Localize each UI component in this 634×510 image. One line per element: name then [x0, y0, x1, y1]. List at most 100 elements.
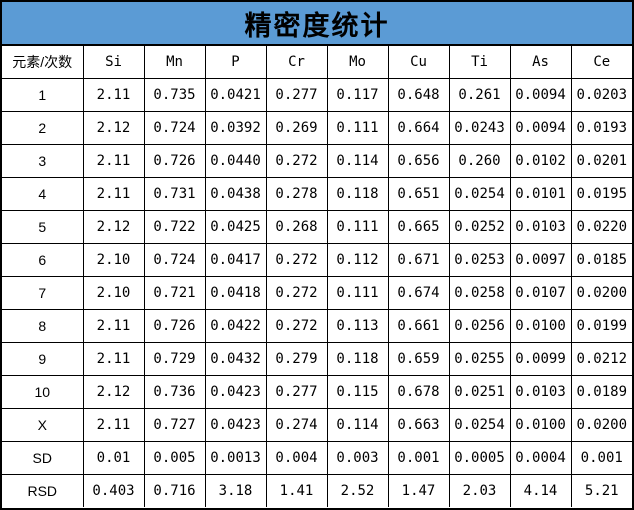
table-cell: 0.0101: [509, 177, 572, 211]
table-cell: 0.0100: [509, 309, 572, 343]
column-header: Cu: [387, 45, 450, 79]
table-cell: 0.0005: [448, 441, 511, 475]
table-cell: 0.724: [143, 111, 206, 145]
table-row: 3 2.11 0.726 0.0440 0.272 0.114 0.656 0.260 0.01…: [2, 144, 632, 178]
table-cell: 0.735: [143, 78, 206, 112]
table-cell: 0.671: [387, 243, 450, 277]
table-cell: 2.11: [82, 144, 145, 178]
table-cell: 0.651: [387, 177, 450, 211]
table-cell: 0.664: [387, 111, 450, 145]
table-cell: 0.0201: [570, 144, 632, 178]
table-row: 1 2.11 0.735 0.0421 0.277 0.117 0.648 0.261 0.00…: [2, 78, 632, 112]
table-cell: 0.279: [265, 342, 328, 376]
row-label: 2: [2, 111, 84, 145]
table-body: 1 2.11 0.735 0.0421 0.277 0.117 0.648 0.261 0.00…: [2, 78, 632, 507]
table-cell: 0.0254: [448, 177, 511, 211]
table-cell: 0.115: [326, 375, 389, 409]
table-cell: 0.118: [326, 177, 389, 211]
table-cell: 0.005: [143, 441, 206, 475]
table-cell: 2.10: [82, 243, 145, 277]
table-cell: 0.112: [326, 243, 389, 277]
data-grid: 元素/次数 Si Mn P Cr Mo Cu Ti As Ce 1 2.11 0.735 0.0421 0…: [2, 45, 632, 507]
table-cell: 0.731: [143, 177, 206, 211]
table-cell: 2.10: [82, 276, 145, 310]
table-cell: 0.0220: [570, 210, 632, 244]
row-label: RSD: [2, 474, 84, 507]
row-label: 8: [2, 309, 84, 343]
table-row: 8 2.11 0.726 0.0422 0.272 0.113 0.661 0.0256 0.0…: [2, 309, 632, 343]
table-cell: 0.663: [387, 408, 450, 442]
table-row: 10 2.12 0.736 0.0423 0.277 0.115 0.678 0.0251 0.…: [2, 375, 632, 409]
table-cell: 0.0423: [204, 408, 267, 442]
table-cell: 1.47: [387, 474, 450, 507]
table-cell: 0.665: [387, 210, 450, 244]
table-cell: 2.52: [326, 474, 389, 507]
table-cell: 5.21: [570, 474, 632, 507]
table-cell: 0.272: [265, 144, 328, 178]
table-cell: 0.0200: [570, 408, 632, 442]
row-label: X: [2, 408, 84, 442]
table-cell: 0.0189: [570, 375, 632, 409]
table-cell: 0.260: [448, 144, 511, 178]
row-label: SD: [2, 441, 84, 475]
table-cell: 0.277: [265, 375, 328, 409]
table-row: RSD 0.403 0.716 3.18 1.41 2.52 1.47 2.03 4.14 5.2…: [2, 474, 632, 507]
table-cell: 0.0253: [448, 243, 511, 277]
column-header: Mo: [326, 45, 389, 79]
table-cell: 0.272: [265, 276, 328, 310]
table-cell: 0.118: [326, 342, 389, 376]
table-cell: 0.721: [143, 276, 206, 310]
column-header: As: [509, 45, 572, 79]
table-cell: 0.661: [387, 309, 450, 343]
table-cell: 0.656: [387, 144, 450, 178]
table-cell: 0.0004: [509, 441, 572, 475]
table-cell: 3.18: [204, 474, 267, 507]
column-header: Ti: [448, 45, 511, 79]
table-cell: 0.716: [143, 474, 206, 507]
row-label: 6: [2, 243, 84, 277]
table-cell: 0.113: [326, 309, 389, 343]
table-cell: 0.111: [326, 210, 389, 244]
table-cell: 0.269: [265, 111, 328, 145]
table-cell: 0.0193: [570, 111, 632, 145]
table-cell: 0.261: [448, 78, 511, 112]
table-row: 9 2.11 0.729 0.0432 0.279 0.118 0.659 0.0255 0.0…: [2, 342, 632, 376]
table-cell: 2.12: [82, 375, 145, 409]
table-cell: 0.0199: [570, 309, 632, 343]
table-cell: 0.0418: [204, 276, 267, 310]
table-cell: 0.0185: [570, 243, 632, 277]
table-cell: 2.12: [82, 210, 145, 244]
table-cell: 0.0256: [448, 309, 511, 343]
column-header: Mn: [143, 45, 206, 79]
table-cell: 0.0212: [570, 342, 632, 376]
table-cell: 0.0013: [204, 441, 267, 475]
table-cell: 0.0102: [509, 144, 572, 178]
table-cell: 0.278: [265, 177, 328, 211]
table-cell: 0.0094: [509, 78, 572, 112]
table-cell: 0.0423: [204, 375, 267, 409]
table-cell: 0.272: [265, 243, 328, 277]
table-cell: 0.268: [265, 210, 328, 244]
table-cell: 0.277: [265, 78, 328, 112]
table-cell: 0.674: [387, 276, 450, 310]
table-cell: 0.0243: [448, 111, 511, 145]
table-cell: 0.0417: [204, 243, 267, 277]
table-cell: 2.11: [82, 309, 145, 343]
column-header: 元素/次数: [2, 45, 84, 79]
table-row: 4 2.11 0.731 0.0438 0.278 0.118 0.651 0.0254 0.0…: [2, 177, 632, 211]
table-row: X 2.11 0.727 0.0423 0.274 0.114 0.663 0.0254 0.0…: [2, 408, 632, 442]
row-label: 7: [2, 276, 84, 310]
row-label: 10: [2, 375, 84, 409]
table-cell: 0.111: [326, 111, 389, 145]
table-row: 5 2.12 0.722 0.0425 0.268 0.111 0.665 0.0252 0.0…: [2, 210, 632, 244]
table-row: 6 2.10 0.724 0.0417 0.272 0.112 0.671 0.0253 0.0…: [2, 243, 632, 277]
header-row: 元素/次数 Si Mn P Cr Mo Cu Ti As Ce: [2, 45, 632, 79]
table-cell: 0.0258: [448, 276, 511, 310]
table-cell: 2.12: [82, 111, 145, 145]
table-cell: 0.0438: [204, 177, 267, 211]
table-cell: 0.0094: [509, 111, 572, 145]
column-header: Si: [82, 45, 145, 79]
table-cell: 0.726: [143, 144, 206, 178]
table-cell: 2.11: [82, 342, 145, 376]
